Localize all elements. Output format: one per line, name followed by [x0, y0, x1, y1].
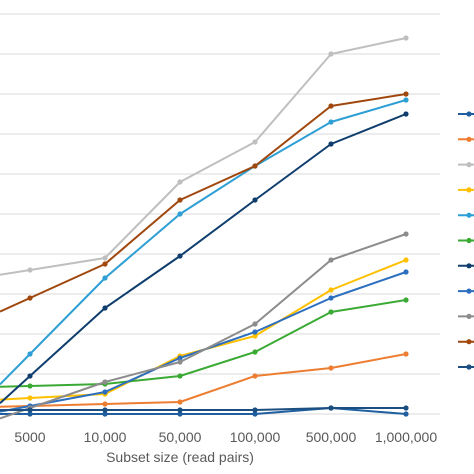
data-point [177, 253, 183, 259]
series-line-7 [0, 113, 407, 404]
data-point [27, 407, 33, 413]
data-point [403, 297, 409, 303]
series-points [27, 35, 409, 417]
data-point [252, 333, 258, 339]
data-point [252, 329, 258, 335]
data-point [403, 351, 409, 357]
legend-marker [466, 339, 472, 345]
legend-marker [466, 263, 472, 269]
legend-marker [466, 162, 472, 168]
legend-marker [466, 288, 472, 294]
data-point [328, 257, 334, 263]
legend-marker [466, 212, 472, 218]
series-line-4 [0, 259, 407, 401]
legend-marker [466, 187, 472, 193]
data-point [102, 401, 108, 407]
data-point [177, 373, 183, 379]
data-point [328, 365, 334, 371]
x-tick-label: 10,000 [84, 429, 127, 445]
series-line-8 [0, 271, 407, 413]
data-point [177, 355, 183, 361]
x-tick-label: 1,000,000 [375, 429, 437, 445]
data-point [252, 139, 258, 145]
gridlines [0, 13, 440, 415]
x-tick-label: 500,000 [306, 429, 357, 445]
data-point [252, 407, 258, 413]
data-point [252, 321, 258, 327]
data-point [328, 405, 334, 411]
legend [458, 111, 474, 370]
data-point [102, 255, 108, 261]
data-point [177, 179, 183, 185]
legend-marker [466, 237, 472, 244]
data-point [328, 103, 334, 109]
legend-marker [466, 364, 472, 370]
series-line-5 [0, 99, 407, 386]
data-point [403, 405, 409, 411]
data-point [102, 261, 108, 267]
data-point [27, 383, 33, 389]
data-point [403, 91, 409, 97]
data-point [252, 411, 258, 417]
data-point [27, 351, 33, 357]
data-point [102, 411, 108, 417]
data-point [27, 267, 33, 273]
data-point [328, 51, 334, 57]
data-point [177, 211, 183, 217]
data-point [102, 305, 108, 311]
data-point [252, 163, 258, 169]
data-point [403, 257, 409, 263]
data-point [328, 119, 334, 125]
data-point [403, 35, 409, 41]
data-point [102, 389, 108, 395]
x-tick-label: 50,000 [159, 429, 202, 445]
data-point [328, 309, 334, 315]
data-point [27, 395, 33, 401]
x-tick-labels: 5000 10,000 50,000 100,000 500,000 1,000,000 [14, 429, 437, 445]
data-point [27, 411, 33, 417]
data-point [403, 231, 409, 237]
data-point [177, 197, 183, 203]
data-point [328, 141, 334, 147]
data-point [177, 359, 183, 365]
data-point [328, 287, 334, 293]
data-point [252, 373, 258, 379]
x-axis-title: Subset size (read pairs) [106, 449, 254, 465]
x-tick-label: 100,000 [230, 429, 281, 445]
data-point [102, 379, 108, 385]
legend-marker [466, 111, 472, 117]
series-line-10 [0, 93, 407, 313]
data-point [403, 111, 409, 117]
data-point [177, 407, 183, 413]
data-point [403, 97, 409, 103]
data-point [403, 411, 409, 417]
data-point [252, 197, 258, 203]
series-line-9 [0, 233, 407, 420]
data-point [102, 275, 108, 281]
legend-marker [466, 136, 472, 142]
data-point [328, 295, 334, 301]
data-point [177, 411, 183, 417]
data-point [27, 373, 33, 379]
x-tick-label: 5000 [14, 429, 45, 445]
series-lines [0, 37, 407, 420]
data-point [252, 349, 258, 355]
data-point [177, 399, 183, 405]
data-point [27, 295, 33, 301]
data-point [102, 407, 108, 413]
series-line-2 [0, 353, 407, 408]
data-point [403, 269, 409, 275]
legend-marker [466, 313, 472, 319]
